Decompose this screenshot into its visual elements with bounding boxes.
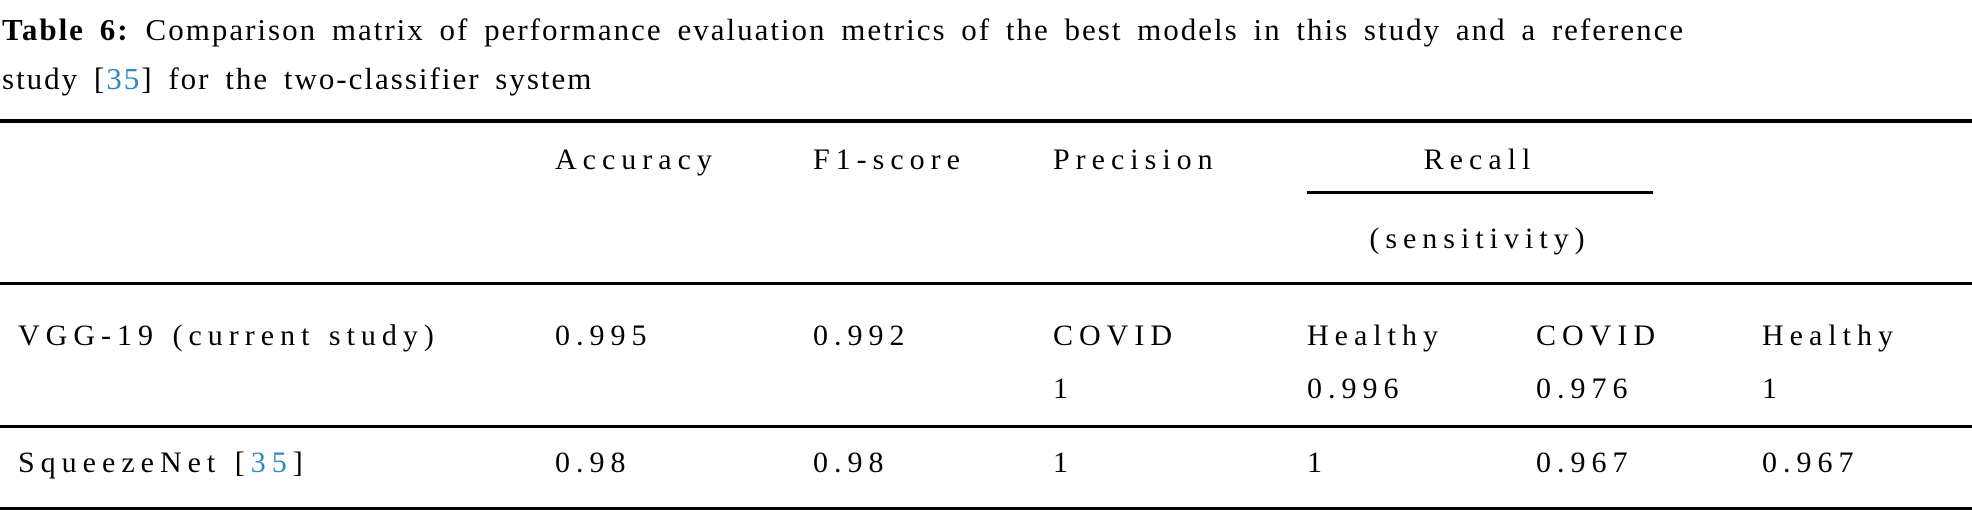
cell-value: 1 <box>1762 372 1783 405</box>
table-header-row: Accuracy F1-score Precision Recall (sens… <box>0 123 1972 282</box>
cell-value: 0.976 <box>1536 372 1634 405</box>
caption-text-line2-before: study [ <box>2 61 107 96</box>
table-caption: Table 6: Comparison matrix of performance… <box>0 0 1972 119</box>
table-row-vgg19: VGG-19 (current study) 0.995 0.992 COVID… <box>0 285 1972 425</box>
cell-vgg19-f1-score: 0.992 <box>813 319 911 352</box>
header-empty-cell <box>18 123 555 282</box>
cell-vgg19-accuracy: 0.995 <box>555 319 653 352</box>
cell-value: 1 <box>1053 372 1074 405</box>
row-label-text-before: SqueezeNet [ <box>18 446 251 479</box>
cell-squeezenet-precision-healthy: 1 <box>1307 446 1328 479</box>
row-label-vgg19: VGG-19 (current study) <box>18 319 440 352</box>
column-header-accuracy: Accuracy <box>555 143 718 176</box>
row-label-text-after: ] <box>292 446 309 479</box>
cell-squeezenet-accuracy: 0.98 <box>555 446 632 479</box>
cell-squeezenet-precision-covid: 1 <box>1053 446 1074 479</box>
cell-sublabel: COVID <box>1053 319 1178 352</box>
cell-squeezenet-recall-covid: 0.967 <box>1536 446 1634 479</box>
cell-sublabel: Healthy <box>1762 319 1899 352</box>
recall-header-box: Recall (sensitivity) <box>1307 123 1653 256</box>
cell-vgg19-recall-healthy: Healthy 1 <box>1762 285 1972 425</box>
reference-link-35-row[interactable]: 35 <box>250 446 293 479</box>
caption-text-line2-after: ] for the two-classifier system <box>141 61 594 96</box>
table-row-squeezenet: SqueezeNet [35] 0.98 0.98 1 1 0.967 0.96… <box>0 428 1972 507</box>
table-top-rule <box>0 119 1972 123</box>
cell-vgg19-precision-covid: COVID 1 <box>1053 285 1307 425</box>
column-header-sensitivity: (sensitivity) <box>1369 222 1591 255</box>
header-empty-cell-right <box>1762 123 1972 282</box>
cell-squeezenet-recall-healthy: 0.967 <box>1762 446 1860 479</box>
column-header-precision: Precision <box>1053 143 1219 176</box>
cell-value: 0.996 <box>1307 372 1405 405</box>
caption-line-2: study [35] for the two-classifier system <box>2 54 1972 103</box>
table-mid-rule-1 <box>0 282 1972 285</box>
caption-table-number: Table 6: <box>2 12 130 47</box>
cell-vgg19-precision-healthy: Healthy 0.996 <box>1307 285 1536 425</box>
reference-link-35[interactable]: 35 <box>106 61 142 96</box>
caption-text-line1: Comparison matrix of performance evaluat… <box>145 12 1686 47</box>
table-bottom-rule <box>0 507 1972 510</box>
cell-squeezenet-f1-score: 0.98 <box>813 446 890 479</box>
cell-sublabel: Healthy <box>1307 319 1444 352</box>
column-header-f1-score: F1-score <box>813 143 966 176</box>
cell-sublabel: COVID <box>1536 319 1661 352</box>
cell-vgg19-recall-covid: COVID 0.976 <box>1536 285 1762 425</box>
caption-line-1: Table 6: Comparison matrix of performance… <box>2 5 1972 54</box>
table-mid-rule-2 <box>0 425 1972 428</box>
column-header-recall-group: Recall (sensitivity) <box>1307 123 1762 282</box>
column-header-recall: Recall <box>1307 123 1653 194</box>
row-label-squeezenet: SqueezeNet [35] <box>18 428 555 507</box>
